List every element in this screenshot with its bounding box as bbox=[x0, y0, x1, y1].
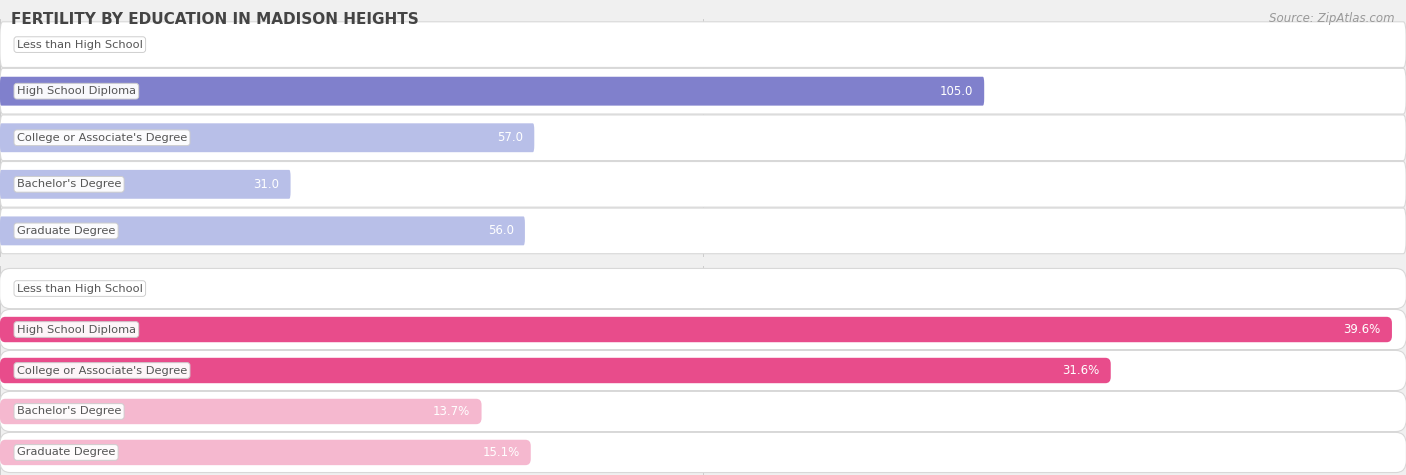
FancyBboxPatch shape bbox=[0, 317, 1392, 342]
Text: 56.0: 56.0 bbox=[488, 224, 513, 238]
FancyBboxPatch shape bbox=[0, 432, 1406, 473]
Text: 31.0: 31.0 bbox=[253, 178, 280, 191]
Text: Graduate Degree: Graduate Degree bbox=[17, 447, 115, 457]
Text: High School Diploma: High School Diploma bbox=[17, 86, 136, 96]
FancyBboxPatch shape bbox=[0, 77, 984, 105]
Text: 57.0: 57.0 bbox=[498, 131, 523, 144]
FancyBboxPatch shape bbox=[0, 208, 1406, 254]
FancyBboxPatch shape bbox=[0, 358, 1111, 383]
Text: 15.1%: 15.1% bbox=[482, 446, 520, 459]
FancyBboxPatch shape bbox=[0, 22, 1406, 67]
FancyBboxPatch shape bbox=[0, 440, 531, 465]
FancyBboxPatch shape bbox=[0, 399, 481, 424]
Text: High School Diploma: High School Diploma bbox=[17, 324, 136, 334]
Text: 0.0: 0.0 bbox=[14, 38, 32, 51]
FancyBboxPatch shape bbox=[0, 391, 1406, 432]
FancyBboxPatch shape bbox=[0, 115, 1406, 161]
FancyBboxPatch shape bbox=[0, 309, 1406, 350]
Text: College or Associate's Degree: College or Associate's Degree bbox=[17, 133, 187, 143]
FancyBboxPatch shape bbox=[0, 170, 291, 199]
FancyBboxPatch shape bbox=[0, 162, 1406, 207]
Text: 39.6%: 39.6% bbox=[1344, 323, 1381, 336]
Text: 105.0: 105.0 bbox=[939, 85, 973, 98]
Text: Source: ZipAtlas.com: Source: ZipAtlas.com bbox=[1270, 12, 1395, 25]
Text: Bachelor's Degree: Bachelor's Degree bbox=[17, 407, 121, 417]
Text: FERTILITY BY EDUCATION IN MADISON HEIGHTS: FERTILITY BY EDUCATION IN MADISON HEIGHT… bbox=[11, 12, 419, 27]
FancyBboxPatch shape bbox=[0, 268, 1406, 309]
Text: Less than High School: Less than High School bbox=[17, 284, 143, 294]
Text: College or Associate's Degree: College or Associate's Degree bbox=[17, 365, 187, 376]
FancyBboxPatch shape bbox=[0, 217, 524, 245]
Text: 31.6%: 31.6% bbox=[1063, 364, 1099, 377]
Text: 13.7%: 13.7% bbox=[433, 405, 470, 418]
FancyBboxPatch shape bbox=[0, 68, 1406, 114]
FancyBboxPatch shape bbox=[0, 351, 1406, 390]
Text: Graduate Degree: Graduate Degree bbox=[17, 226, 115, 236]
Text: Bachelor's Degree: Bachelor's Degree bbox=[17, 180, 121, 190]
FancyBboxPatch shape bbox=[0, 124, 534, 152]
Text: Less than High School: Less than High School bbox=[17, 39, 143, 49]
Text: 0.0%: 0.0% bbox=[14, 282, 44, 295]
